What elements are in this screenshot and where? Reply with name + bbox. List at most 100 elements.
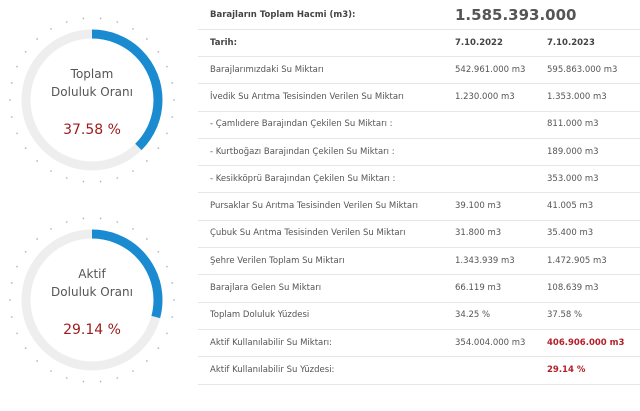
tick-dot [166, 332, 168, 335]
tick-dot [24, 147, 27, 150]
tick-dot [132, 228, 134, 230]
tick-dot [50, 170, 52, 172]
tick-dot [99, 380, 102, 383]
table-cell: Pursaklar Su Arıtma Tesisinden Verilen S… [210, 201, 418, 212]
tick-dot [24, 250, 27, 253]
tick-dot [171, 82, 174, 84]
gauges: Toplam Doluluk Oranı 37.58 % Aktif Doluluk O… [9, 17, 175, 383]
table-cell: İvedik Su Arıtma Tesisinden Verilen Su M… [210, 91, 404, 102]
header-cell: 7.10.2023 [547, 37, 595, 48]
tick-dot [145, 160, 148, 162]
table-cell: Çubuk Su Arıtma Tesisinden Verilen Su Mi… [210, 228, 406, 239]
table-cell: 66.119 m3 [455, 283, 502, 294]
tick-dot [145, 238, 148, 240]
tick-dot [65, 177, 68, 179]
tick-dot [10, 116, 13, 118]
tick-dot [132, 28, 134, 30]
tick-dot [99, 17, 102, 20]
tick-dot [82, 17, 85, 20]
table-cell: 1.230.000 m3 [455, 91, 515, 102]
table-cell: 108.639 m3 [547, 283, 599, 294]
tick-dot [145, 360, 148, 362]
tick-dot [36, 38, 39, 40]
table-cell: 811.000 m3 [547, 119, 599, 130]
tick-dot [116, 221, 119, 223]
table-row: - Kurtboğazı Barajından Çekilen Su Mikta… [198, 138, 640, 167]
header-cell: 7.10.2022 [455, 37, 503, 48]
table-row: - Kesikköprü Barajından Çekilen Su Mikta… [198, 165, 640, 194]
tick-dot [10, 82, 13, 84]
gauge-label: Toplam [70, 67, 114, 81]
table-cell: 35.400 m3 [547, 228, 594, 239]
table-cell: 29.14 % [547, 364, 586, 375]
tick-dot [36, 360, 39, 362]
table-cell: Barajlara Gelen Su Miktarı [210, 283, 322, 294]
tick-dot [10, 316, 13, 318]
tick-dot [145, 38, 148, 40]
tick-dot [157, 250, 160, 253]
tick-dot [16, 332, 18, 335]
table-cell: 1.472.905 m3 [547, 255, 607, 266]
tick-dot [36, 160, 39, 162]
gauge-arc [21, 229, 163, 371]
tick-dot [99, 180, 102, 183]
tick-dot [9, 99, 11, 101]
table-cell: - Kesikköprü Barajından Çekilen Su Mikta… [210, 173, 396, 184]
table-row: Toplam Doluluk Yüzdesi 34.25 % 37.58 % [198, 302, 640, 330]
tick-dot [173, 99, 175, 101]
table-row: Aktif Kullanılabilir Su Yüzdesi: 29.14 % [198, 356, 640, 385]
table-cell: 37.58 % [547, 310, 583, 321]
summary-row: Barajların Toplam Hacmi (m3): 1.585.393.… [198, 0, 640, 30]
tick-dot [157, 50, 160, 53]
tick-dot [82, 180, 85, 183]
tick-dot [65, 221, 68, 223]
tick-dot [24, 50, 27, 53]
tick-dot [166, 265, 168, 268]
table-cell: 1.343.939 m3 [455, 255, 515, 266]
tick-dot [82, 217, 85, 220]
tick-dot [173, 299, 175, 301]
tick-dot [132, 170, 134, 172]
tick-dot [50, 370, 52, 372]
summary-value: 1.585.393.000 [455, 5, 577, 24]
tick-dot [50, 28, 52, 30]
table-cell: Şehre Verilen Toplam Su Miktarı [210, 255, 345, 266]
tick-dot [116, 177, 119, 179]
table-cell: 34.25 % [455, 310, 491, 321]
tick-dot [132, 370, 134, 372]
table-cell: Aktif Kullanılabilir Su Yüzdesi: [210, 364, 335, 375]
tick-dot [36, 238, 39, 240]
tick-dot [16, 132, 18, 135]
gauge-value: 29.14 % [63, 322, 121, 338]
tick-dot [116, 377, 119, 379]
tick-dot [82, 380, 85, 383]
tick-dot [16, 265, 18, 268]
tick-dot [50, 228, 52, 230]
gauge-label: Doluluk Oranı [51, 85, 133, 99]
tick-dot [157, 347, 160, 350]
table-row: - Çamlıdere Barajından Çekilen Su Miktar… [198, 111, 640, 139]
table-cell: - Kurtboğazı Barajından Çekilen Su Mikta… [210, 146, 395, 157]
table-cell: 41.005 m3 [547, 201, 594, 212]
gauge-value: 37.58 % [63, 122, 121, 138]
table-cell: Toplam Doluluk Yüzdesi [210, 310, 310, 321]
table-cell: 31.800 m3 [455, 228, 502, 239]
table-cell: - Çamlıdere Barajından Çekilen Su Miktar… [210, 119, 393, 130]
table-cell: 1.353.000 m3 [547, 91, 607, 102]
table-cell: 353.000 m3 [547, 173, 599, 184]
table-cell: 406.906.000 m3 [547, 337, 625, 348]
tick-dot [116, 21, 119, 23]
tick-dot [171, 116, 174, 118]
tick-dot [166, 65, 168, 68]
table-row: Pursaklar Su Arıtma Tesisinden Verilen S… [198, 193, 640, 221]
table-cell: 595.863.000 m3 [547, 64, 618, 75]
tick-dot [24, 347, 27, 350]
table-cell: 354.004.000 m3 [455, 337, 526, 348]
tick-dot [10, 282, 13, 284]
tick-dot [166, 132, 168, 135]
tick-dot [65, 377, 68, 379]
table-row: Barajlara Gelen Su Miktarı 66.119 m3 108.6… [198, 274, 640, 303]
table-cell: 39.100 m3 [455, 201, 502, 212]
